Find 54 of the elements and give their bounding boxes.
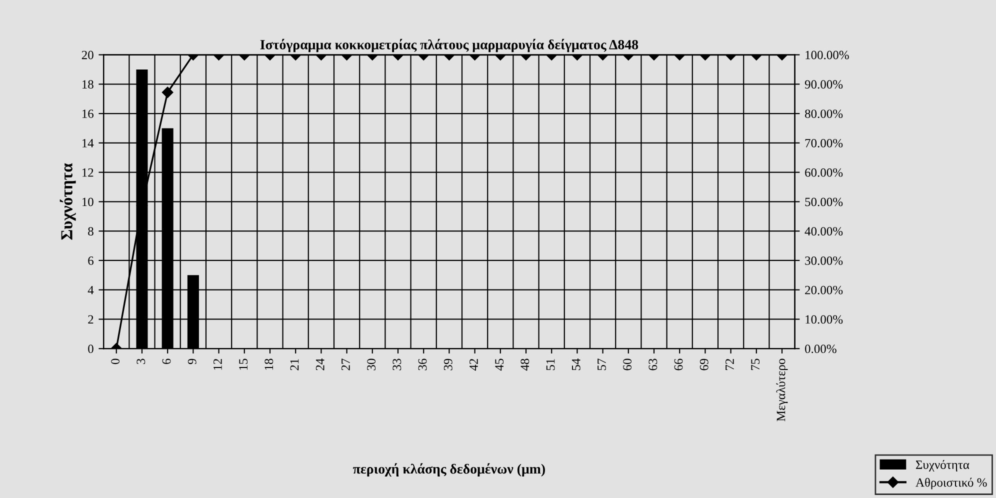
y-tick-label: 12	[82, 168, 94, 177]
y2-tick-label: 50.00%	[805, 198, 843, 206]
x-tick-label: 24	[316, 358, 324, 370]
x-tick-label: 75	[751, 358, 760, 370]
x-tick-label: 6	[162, 358, 171, 364]
x-tick-label: 45	[495, 358, 504, 371]
x-tick-label: 60	[623, 358, 632, 370]
x-tick-label: 69	[700, 358, 708, 370]
y2-tick-label: 70.00%	[805, 138, 843, 148]
x-tick-label: 54	[572, 358, 580, 370]
x-tick-label: 36	[418, 358, 427, 370]
chart-title: Ιστόγραμμα κοκκομετρίας πλάτους μαρμαρυγία δείγματος Δ848	[260, 38, 638, 52]
y2-tick-label: 20.00%	[805, 286, 843, 294]
y-tick-label: 0	[88, 344, 94, 354]
x-tick-label: 30	[367, 358, 376, 370]
x-tick-label: 21	[290, 359, 299, 370]
y-tick-label: 18	[82, 80, 94, 89]
y-tick-label: 14	[82, 139, 94, 148]
y2-tick-label: 40.00%	[804, 227, 843, 236]
y-tick-label: 20	[82, 50, 94, 60]
x-tick-label: 57	[598, 358, 606, 370]
y2-tick-label: 60.00%	[805, 168, 843, 177]
x-tick-label: 48	[520, 358, 530, 371]
x-tick-label: 15	[239, 358, 248, 370]
x-tick-label: 39	[444, 358, 452, 370]
legend-label: Συχνότητα	[916, 460, 970, 472]
x-axis-title: περιοχή κλάσης δεδομένων (μm)	[353, 463, 545, 476]
y2-tick-label: 80.00%	[805, 110, 843, 118]
y2-tick-label: 90.00%	[804, 80, 843, 89]
x-tick-label: 9	[188, 358, 196, 364]
y2-tick-label: 10.00%	[806, 315, 843, 324]
y2-tick-label: 0.00%	[805, 344, 836, 354]
y-tick-label: 10	[82, 198, 94, 206]
y-axis-title: Συχνότητα	[60, 163, 76, 240]
x-tick-label: Μεγαλύτερο	[776, 358, 788, 422]
x-tick-label: 18	[264, 358, 274, 370]
x-tick-label: 72	[726, 359, 734, 370]
x-tick-label: 63	[648, 358, 658, 370]
y2-tick-label: 100.00%	[806, 50, 849, 60]
x-tick-label: 42	[470, 359, 478, 371]
y-tick-label: 6	[88, 256, 94, 265]
y-tick-label: 8	[88, 227, 94, 236]
x-tick-label: 3	[136, 358, 146, 364]
y-tick-label: 4	[88, 286, 94, 294]
x-tick-label: 0	[111, 358, 120, 364]
y-tick-label: 2	[88, 315, 94, 324]
x-tick-label: 66	[674, 358, 683, 370]
x-tick-label: 12	[214, 359, 222, 370]
x-tick-label: 33	[392, 358, 402, 370]
y2-tick-label: 30.00%	[805, 256, 843, 265]
y-tick-label: 16	[82, 110, 94, 118]
legend-label: Αθροιστικό %	[916, 478, 987, 490]
x-tick-label: 27	[342, 358, 350, 370]
x-tick-label: 51	[546, 359, 555, 370]
